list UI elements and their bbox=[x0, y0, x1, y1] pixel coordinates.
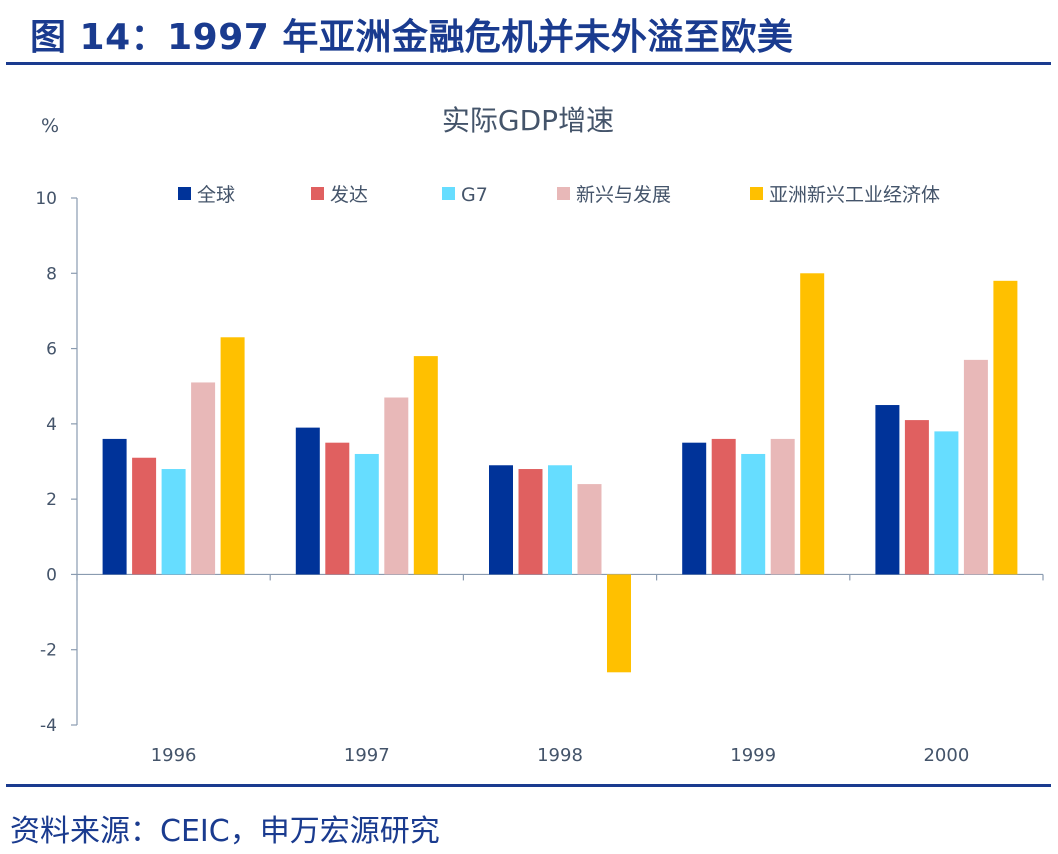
bar-1996-5 bbox=[220, 337, 245, 575]
legend-swatch bbox=[178, 187, 191, 200]
x-tick-label: 1999 bbox=[730, 745, 776, 766]
y-tick-label: 8 bbox=[46, 264, 57, 284]
bar-1996-3 bbox=[161, 469, 186, 575]
bar-2000-2 bbox=[904, 420, 929, 575]
bar-1999-1 bbox=[682, 442, 707, 575]
figure-title: 图 14：1997 年亚洲金融危机并未外溢至欧美 bbox=[30, 17, 794, 58]
bar-1999-3 bbox=[741, 453, 766, 575]
bars bbox=[102, 273, 1018, 673]
x-tick-label: 2000 bbox=[923, 745, 969, 766]
legend-swatch bbox=[442, 187, 455, 200]
y-tick-label: 0 bbox=[46, 565, 57, 585]
bar-1997-5 bbox=[413, 356, 438, 575]
bar-1996-4 bbox=[191, 382, 216, 575]
legend-swatch bbox=[557, 187, 570, 200]
bar-1997-3 bbox=[354, 453, 379, 575]
x-axis: 1996 1997 1998 1999 2000 bbox=[76, 573, 1044, 766]
bar-1997-1 bbox=[295, 427, 320, 575]
y-axis: 10 8 6 4 2 0 -2 -4 bbox=[35, 189, 78, 736]
bar-1999-2 bbox=[711, 438, 736, 575]
legend-swatch bbox=[311, 187, 324, 200]
y-tick-label: -4 bbox=[40, 716, 57, 736]
bar-1998-1 bbox=[489, 465, 513, 575]
chart-title: 实际GDP增速 bbox=[442, 104, 614, 137]
x-tick-label: 1998 bbox=[537, 745, 583, 766]
y-tick-label: 4 bbox=[46, 415, 57, 435]
legend-label: 发达 bbox=[330, 184, 368, 206]
gdp-bar-chart: 实际GDP增速 % 10 8 6 4 2 0 -2 -4 1996 1997 1998 1999 20… bbox=[35, 104, 1044, 766]
y-tick-label: 6 bbox=[46, 340, 57, 360]
bar-2000-4 bbox=[963, 359, 988, 575]
legend-label: G7 bbox=[461, 184, 488, 206]
y-tick-label: -2 bbox=[40, 641, 57, 661]
y-tick-label: 10 bbox=[35, 189, 57, 209]
y-tick-label: 2 bbox=[46, 490, 57, 510]
bar-1996-1 bbox=[102, 438, 127, 575]
legend-label: 全球 bbox=[197, 184, 235, 206]
legend-swatch bbox=[750, 187, 763, 200]
source-note: 资料来源：CEIC，申万宏源研究 bbox=[10, 814, 440, 849]
legend-label: 新兴与发展 bbox=[576, 184, 671, 206]
bar-1997-4 bbox=[384, 397, 409, 575]
bar-1999-4 bbox=[770, 438, 795, 575]
legend-label: 亚洲新兴工业经济体 bbox=[769, 184, 940, 206]
footer-divider bbox=[6, 784, 1051, 787]
bar-1998-2 bbox=[518, 469, 543, 575]
bar-1997-2 bbox=[325, 442, 350, 575]
bar-1999-5 bbox=[800, 273, 825, 575]
x-tick-label: 1997 bbox=[344, 745, 390, 766]
bar-2000-5 bbox=[993, 280, 1018, 575]
bar-1998-4 bbox=[577, 484, 602, 575]
x-tick-label: 1996 bbox=[151, 745, 197, 766]
bar-2000-1 bbox=[875, 405, 900, 575]
bar-1998-5 bbox=[607, 574, 631, 673]
title-divider bbox=[6, 62, 1051, 65]
y-axis-unit-label: % bbox=[41, 115, 59, 137]
legend: 全球 发达 G7 新兴与发展 亚洲新兴工业经济体 bbox=[178, 184, 940, 206]
bar-1996-2 bbox=[132, 457, 157, 575]
bar-1998-3 bbox=[548, 465, 572, 575]
bar-2000-3 bbox=[934, 431, 959, 575]
